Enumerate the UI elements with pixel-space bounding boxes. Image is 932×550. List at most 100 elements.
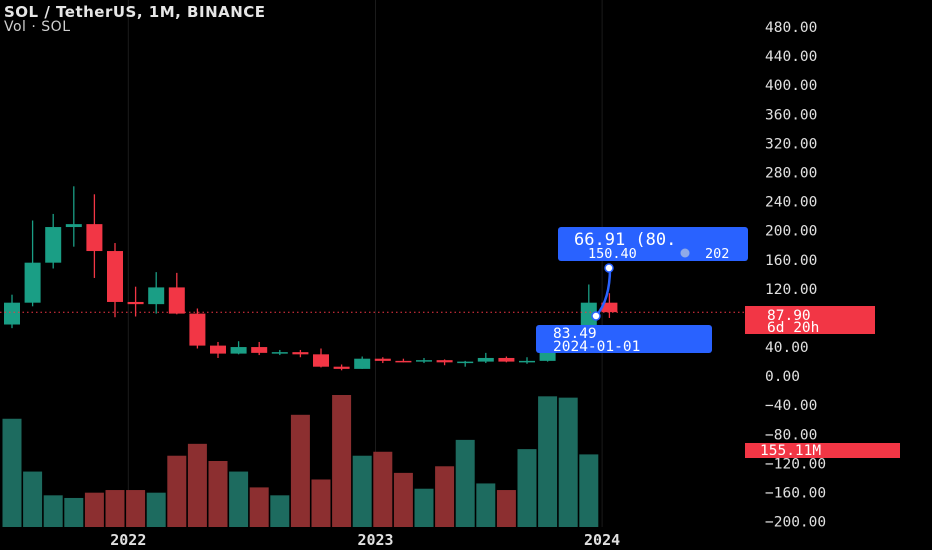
- candle-body: [333, 366, 350, 369]
- volume-bar: [435, 466, 455, 527]
- time-tick-label: 2024: [584, 531, 620, 549]
- volume-bar: [64, 497, 84, 527]
- price-tick-label: −40.00: [765, 398, 817, 414]
- volume-bar: [332, 395, 352, 527]
- volume-bar: [373, 451, 393, 527]
- volume-bar: [311, 479, 331, 527]
- candle-body: [477, 357, 494, 362]
- price-tick-label: 320.00: [765, 136, 817, 152]
- candle-body: [374, 358, 391, 361]
- measure-start-date: 2024-01-01: [553, 339, 640, 355]
- candle-body: [313, 354, 329, 367]
- time-axis[interactable]: 2022 2023 2024: [110, 531, 620, 549]
- volume-bar: [476, 483, 496, 527]
- volume-bar: [167, 455, 187, 527]
- candle-body: [107, 251, 123, 302]
- measure-end-box: [558, 227, 748, 261]
- volume-bar: [43, 495, 63, 527]
- price-axis[interactable]: 480.00 440.00 400.00 360.00 320.00 280.00 240.…: [765, 20, 826, 531]
- volume-legend[interactable]: Vol · SOL: [4, 19, 71, 35]
- volume-bar: [517, 449, 537, 527]
- measure-end-date: 202: [705, 246, 729, 262]
- candle-body: [354, 358, 371, 369]
- price-tag: [745, 306, 875, 334]
- measure-start-box: [536, 325, 712, 353]
- measure-end-price: 150.40: [588, 246, 637, 262]
- measure-change: 66.91 (80.: [574, 230, 676, 250]
- candle-body: [189, 313, 206, 346]
- price-tick-label: 400.00: [765, 78, 817, 94]
- price-tick-label: 240.00: [765, 195, 817, 211]
- candle-body: [24, 262, 41, 303]
- candle-body: [416, 360, 432, 362]
- time-tick-label: 2023: [357, 531, 393, 549]
- volume-bar: [496, 490, 516, 527]
- volume-bar: [84, 492, 104, 527]
- volume-bar: [249, 487, 269, 527]
- volume-bar: [105, 490, 125, 527]
- price-tick-label: 440.00: [765, 49, 817, 65]
- price-tick-label: −200.00: [765, 515, 826, 531]
- candle-body: [230, 347, 247, 354]
- volume-bar: [126, 490, 146, 527]
- symbol-title[interactable]: SOL / TetherUS, 1M, BINANCE: [4, 3, 266, 21]
- candle-body: [148, 287, 165, 305]
- volume-bar: [393, 472, 413, 527]
- volume-bar: [455, 439, 475, 527]
- candle-body: [271, 352, 288, 354]
- volume-bar: [558, 397, 578, 527]
- candles: [4, 186, 618, 371]
- price-tick-label: −80.00: [765, 427, 817, 443]
- price-tick-label: 120.00: [765, 282, 817, 298]
- candle-body: [251, 347, 268, 353]
- candle-body: [65, 224, 82, 228]
- price-tick-label: −160.00: [765, 486, 826, 502]
- candle-body: [210, 345, 226, 354]
- candle-body: [86, 224, 103, 252]
- measure-start-handle: [591, 311, 601, 321]
- candle-body: [457, 361, 474, 364]
- candle-body: [45, 227, 62, 263]
- price-tick-label: 480.00: [765, 20, 817, 36]
- price-tag-countdown: 6d 20h: [767, 320, 819, 336]
- volume-tag-value: 155.11M: [760, 443, 821, 459]
- price-tick-label: 200.00: [765, 224, 817, 240]
- price-tick-label: 160.00: [765, 253, 817, 269]
- grid-lines: [127, 0, 603, 527]
- price-tick-label: 40.00: [765, 340, 809, 356]
- volume-bar: [229, 471, 249, 527]
- price-tag-value: 87.90: [767, 308, 811, 324]
- volume-bar: [270, 495, 290, 527]
- volume-bars: [2, 395, 599, 527]
- candle-body: [519, 360, 535, 363]
- volume-bar: [2, 418, 22, 527]
- volume-bar: [146, 492, 166, 527]
- candle-body: [395, 360, 412, 363]
- price-tick-label: 360.00: [765, 107, 817, 123]
- price-tick-label: 280.00: [765, 165, 817, 181]
- candle-body: [4, 302, 20, 325]
- price-tick-label: −120.00: [765, 456, 826, 472]
- candle-body: [292, 352, 309, 355]
- volume-tag: [745, 443, 900, 458]
- volume-bar: [290, 414, 310, 527]
- measure-start-price: 83.49: [553, 326, 597, 342]
- time-tick-label: 2022: [110, 531, 146, 549]
- volume-bar: [538, 396, 558, 527]
- clock-icon: [680, 248, 690, 258]
- price-tick-label: 0.00: [765, 369, 800, 385]
- measure-end-handle: [604, 263, 614, 273]
- candle-body: [127, 301, 144, 305]
- volume-bar: [208, 461, 228, 527]
- volume-bar: [579, 454, 599, 527]
- candle-body: [436, 360, 453, 363]
- candle-body: [601, 302, 618, 313]
- volume-bar: [187, 443, 207, 527]
- candle-body: [168, 287, 185, 314]
- volume-bar: [23, 471, 43, 527]
- volume-bar: [414, 488, 434, 527]
- candle-body: [498, 357, 515, 362]
- volume-bar: [352, 455, 372, 527]
